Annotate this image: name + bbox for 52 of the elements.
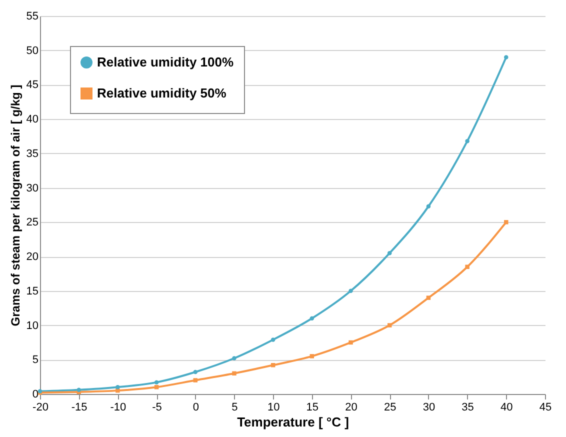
x-tick-label: -5	[152, 402, 162, 414]
x-tick-label: 40	[500, 402, 513, 414]
y-tick-label: 45	[26, 79, 38, 92]
point	[193, 370, 198, 374]
x-tick-label: -10	[110, 402, 126, 414]
point	[76, 388, 81, 392]
x-tick-label: 10	[267, 402, 280, 414]
x-tick-label: 45	[539, 402, 552, 414]
x-tick-label: 20	[345, 402, 358, 414]
point	[116, 388, 120, 393]
x-tick-label: 35	[462, 402, 474, 414]
x-axis-title: Temperature [ °C ]	[237, 414, 349, 430]
point	[465, 264, 470, 269]
point	[154, 380, 159, 384]
y-tick-label: 50	[26, 44, 38, 57]
point	[232, 371, 236, 376]
x-tick-label: 30	[422, 402, 436, 414]
point	[232, 356, 236, 360]
x-tick-label: 15	[306, 402, 319, 414]
x-tick-label: 0	[192, 402, 199, 414]
legend-label: Relative umidity 50%	[97, 86, 227, 100]
x-tick-label: 5	[232, 402, 238, 414]
point	[504, 55, 508, 60]
point	[270, 338, 276, 342]
point	[193, 378, 198, 382]
y-tick-label: 20	[26, 251, 38, 264]
y-tick-label: 15	[26, 285, 38, 298]
point	[116, 385, 120, 390]
x-tick-label: -20	[32, 402, 48, 414]
y-tick-label: 30	[26, 182, 38, 194]
point	[348, 288, 353, 294]
point	[270, 363, 276, 368]
legend-label: Relative umidity 100%	[97, 54, 234, 70]
point	[426, 296, 431, 300]
y-tick-label: 25	[26, 216, 38, 229]
point	[310, 316, 314, 321]
x-tick-label: 25	[384, 402, 396, 414]
point	[310, 354, 314, 358]
y-tick-label: 35	[26, 148, 38, 160]
point	[387, 323, 392, 328]
y-tick-label: 10	[26, 320, 38, 332]
x-tick-label: -15	[71, 402, 88, 414]
y-tick-label: 40	[26, 114, 38, 126]
point	[465, 138, 470, 144]
point	[426, 204, 431, 208]
point	[387, 250, 392, 256]
y-tick-label: 55	[26, 10, 38, 22]
point	[348, 340, 353, 345]
y-tick-label: 0	[32, 388, 38, 400]
point	[504, 220, 508, 224]
y-axis-title: Grams of steam per kilogram of air [ g/kg ]	[8, 84, 22, 326]
y-tick-label: 5	[32, 354, 38, 366]
